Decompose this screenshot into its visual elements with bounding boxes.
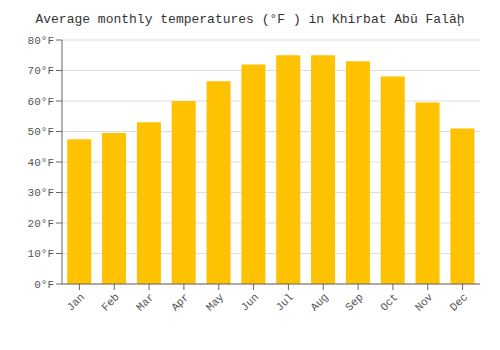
html-text:Average monthly temperatures (: Average monthly temperatures (°F ) in Kh… <box>35 12 465 27</box>
svg-text:50°F: 50°F <box>28 126 54 138</box>
svg-text:0°F: 0°F <box>34 279 54 291</box>
svg-text:Jun: Jun <box>239 291 261 313</box>
svg-text:10°F: 10°F <box>28 248 54 260</box>
svg-text:Jul: Jul <box>274 291 296 313</box>
svg-text:40°F: 40°F <box>28 157 54 169</box>
svg-text:20°F: 20°F <box>28 218 54 230</box>
svg-text:Oct: Oct <box>378 291 400 313</box>
svg-text:60°F: 60°F <box>28 96 54 108</box>
svg-text:Sep: Sep <box>343 291 365 313</box>
svg-text:Feb: Feb <box>99 291 121 313</box>
svg-text:30°F: 30°F <box>28 187 54 199</box>
svg-text:Mar: Mar <box>134 291 156 313</box>
svg-text:Jan: Jan <box>65 291 87 313</box>
svg-text:Aug: Aug <box>308 291 330 313</box>
svg-text:Dec: Dec <box>448 291 470 313</box>
svg-text:80°F: 80°F <box>28 35 54 47</box>
svg-text:Nov: Nov <box>413 291 436 314</box>
svg-text:May: May <box>204 291 227 314</box>
svg-text:70°F: 70°F <box>28 65 54 77</box>
svg-text:Apr: Apr <box>169 291 191 313</box>
